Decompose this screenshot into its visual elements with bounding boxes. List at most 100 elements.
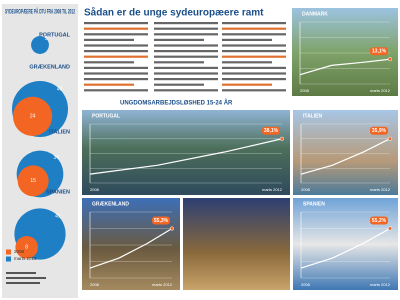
text-line — [84, 66, 148, 69]
photo — [293, 110, 398, 195]
bubble-label: 24 — [30, 114, 36, 120]
text-line — [84, 83, 134, 86]
rate-badge — [370, 216, 388, 225]
photo — [293, 198, 398, 290]
section-title: UNGDOMSARBEJDSLØSHED 15-24 ÅR — [120, 100, 233, 107]
credit-line — [6, 272, 36, 274]
section-bar — [82, 98, 290, 108]
axis-end: marts 2012 — [370, 88, 391, 93]
text-line — [222, 55, 286, 58]
rate-label: 35,9% — [372, 128, 387, 134]
text-line — [84, 27, 148, 30]
legend-label: 2008 — [14, 249, 25, 254]
credit-line — [6, 277, 46, 279]
rate-label: 55,3% — [154, 218, 169, 224]
legend-label: marts 2012 — [14, 256, 37, 261]
text-line — [154, 61, 204, 64]
bubble-2008 — [15, 235, 39, 259]
text-line — [222, 66, 286, 69]
text-line — [154, 78, 218, 81]
bubble-2008 — [12, 96, 53, 136]
text-line — [84, 50, 148, 53]
text-line — [84, 22, 148, 25]
text-line — [222, 22, 286, 25]
bubble-label: 5 — [45, 36, 48, 42]
axis-start: 2008 — [300, 88, 310, 93]
text-line — [222, 89, 286, 92]
legend-swatch — [6, 256, 11, 262]
text-line — [154, 50, 218, 53]
panel-label: GRÆKENLAND — [92, 201, 129, 207]
axis-end: marts 2012 — [152, 282, 173, 287]
bubble-label: 15 — [30, 178, 36, 184]
text-line — [154, 83, 204, 86]
bubble-label: 49 — [57, 87, 63, 93]
axis-end: marts 2012 — [370, 282, 391, 287]
body-text — [84, 22, 286, 92]
end-point — [387, 136, 393, 141]
axis-start: 2008 — [301, 282, 311, 287]
trend-line — [89, 138, 283, 175]
country-label: GRÆKENLAND — [29, 64, 70, 70]
text-line — [84, 61, 134, 64]
text-line — [154, 38, 204, 41]
text-line — [154, 55, 218, 58]
rate-badge — [370, 47, 388, 56]
text-line — [154, 33, 218, 36]
legend-swatch — [6, 249, 11, 255]
text-line — [154, 27, 218, 30]
text-line — [84, 78, 148, 81]
text-line — [84, 55, 148, 58]
text-line — [222, 72, 286, 75]
trend-line — [300, 138, 391, 175]
country-label: SPANIEN — [46, 189, 70, 195]
text-line — [222, 38, 272, 41]
rate-badge — [262, 126, 280, 135]
text-line — [84, 38, 134, 41]
rate-badge — [370, 126, 388, 135]
text-line — [84, 89, 148, 92]
bubble-2008 — [17, 165, 49, 197]
rate-label: 13,1% — [372, 49, 387, 55]
photo — [82, 198, 180, 290]
text-line — [222, 83, 272, 86]
trend-line — [89, 227, 173, 269]
sidebar-title: SYDEUROPÆERE PÅ DTU FRA 2008 TIL 2012 — [5, 9, 75, 16]
text-line — [154, 89, 218, 92]
credits — [6, 272, 46, 284]
photo — [82, 110, 290, 195]
trend-line — [300, 227, 391, 269]
photo — [183, 198, 290, 290]
country-label: ITALIEN — [49, 129, 70, 135]
text-line — [222, 61, 272, 64]
axis-end: marts 2012 — [262, 187, 283, 192]
axis-start: 2008 — [90, 187, 100, 192]
end-point — [279, 136, 285, 141]
text-line — [154, 66, 218, 69]
text-line — [154, 44, 218, 47]
text-line — [222, 33, 286, 36]
end-point — [387, 226, 393, 231]
bubble-label: 34 — [54, 155, 60, 161]
trend-line — [299, 58, 391, 76]
end-point — [387, 57, 393, 62]
article-title: Sådan er de unge sydeuropæere ramt — [84, 7, 264, 19]
rate-label: 38,1% — [264, 128, 279, 134]
country-label: PORTUGAL — [39, 32, 71, 38]
panel-label: DANMARK — [302, 11, 328, 17]
panel-label: SPANIEN — [303, 201, 325, 207]
text-line — [154, 72, 218, 75]
text-line — [222, 50, 286, 53]
panel-label: PORTUGAL — [92, 113, 120, 119]
bubble-label: 41 — [55, 213, 61, 219]
text-line — [222, 27, 286, 30]
bubble-2012 — [31, 36, 49, 54]
axis-end: marts 2012 — [370, 187, 391, 192]
text-line — [222, 78, 286, 81]
rate-label: 55,2% — [372, 218, 387, 224]
text-line — [222, 44, 286, 47]
bubble-label: 8 — [25, 245, 28, 251]
axis-start: 2008 — [90, 282, 100, 287]
rate-badge — [152, 216, 170, 225]
